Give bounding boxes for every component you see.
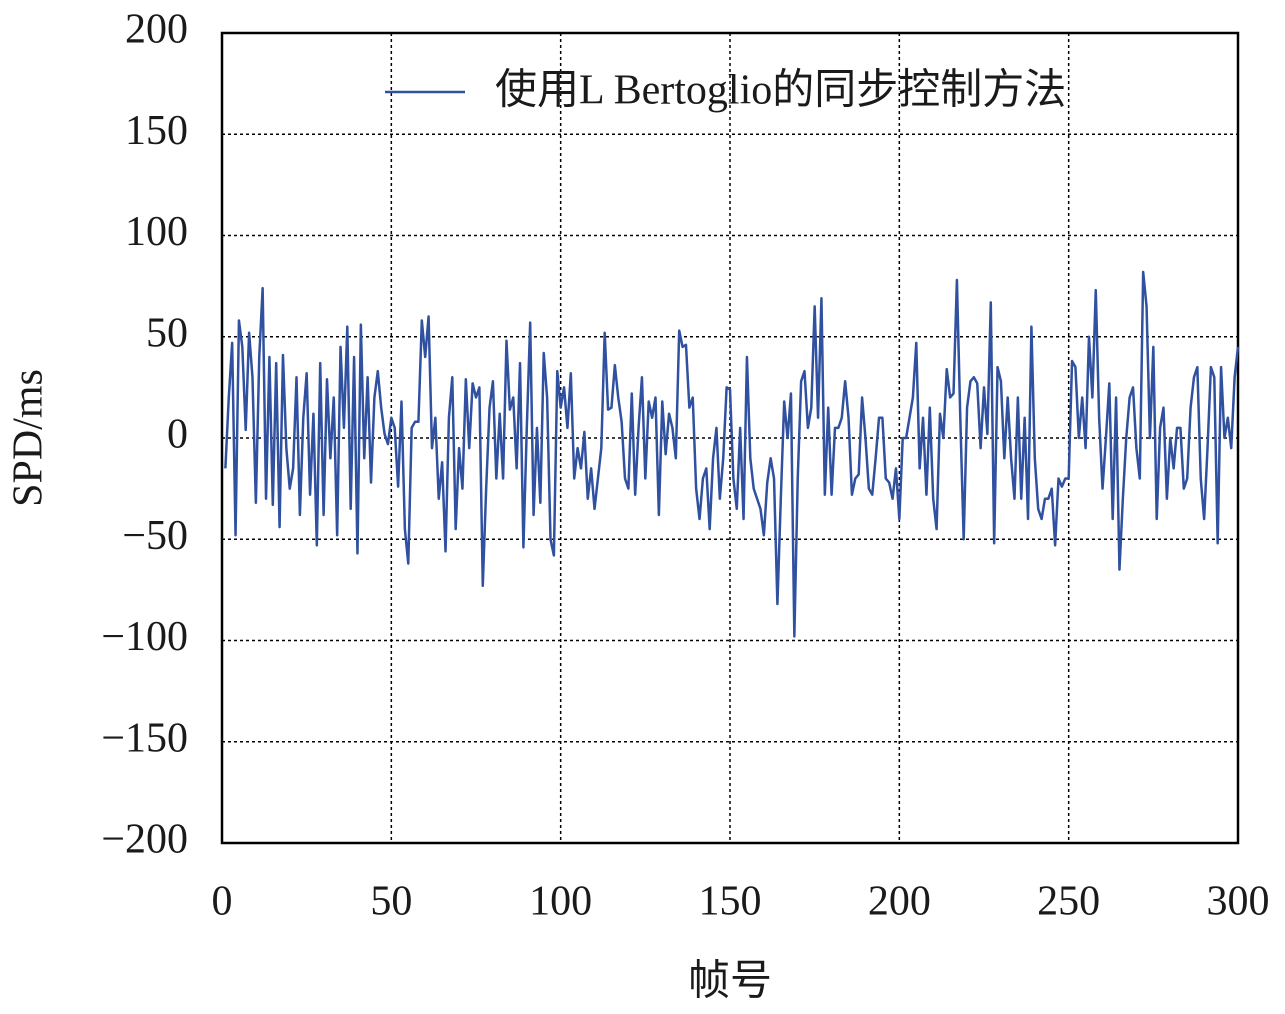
y-tick-label: 100 bbox=[125, 209, 188, 255]
x-tick-label: 0 bbox=[212, 879, 233, 925]
y-tick-label: −100 bbox=[101, 614, 188, 660]
y-tick-label: −50 bbox=[122, 513, 188, 559]
y-tick-label: 50 bbox=[146, 310, 188, 356]
x-tick-label: 200 bbox=[868, 879, 931, 925]
y-tick-label: 150 bbox=[125, 108, 188, 154]
x-tick-label: 150 bbox=[699, 879, 762, 925]
legend-label: 使用L Bertoglio的同步控制方法 bbox=[495, 68, 1066, 114]
data-line bbox=[224, 270, 1240, 638]
y-axis-label: SPD/ms bbox=[6, 369, 52, 507]
plot-frame bbox=[220, 31, 1240, 845]
x-tick-label: 100 bbox=[529, 879, 592, 925]
x-tick-label: 50 bbox=[370, 879, 412, 925]
y-tick-label: −200 bbox=[101, 817, 188, 863]
x-tick-label: 300 bbox=[1207, 879, 1270, 925]
y-tick-label: 0 bbox=[167, 412, 188, 458]
y-tick-label: 200 bbox=[125, 7, 188, 53]
y-tick-label: −150 bbox=[101, 715, 188, 761]
x-axis-label: 帧号 bbox=[688, 959, 772, 1005]
x-tick-label: 250 bbox=[1037, 879, 1100, 925]
